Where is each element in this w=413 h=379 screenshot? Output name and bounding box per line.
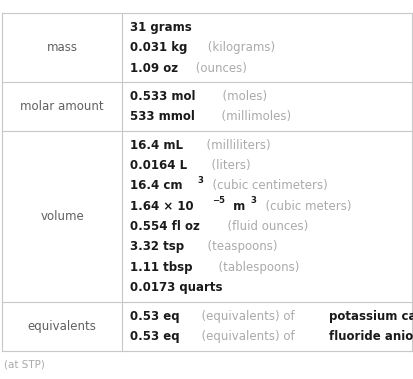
Text: 16.4 mL: 16.4 mL bbox=[130, 139, 183, 152]
Text: (kilograms): (kilograms) bbox=[204, 41, 275, 54]
Text: mass: mass bbox=[47, 41, 77, 54]
Text: 1.11 tbsp: 1.11 tbsp bbox=[130, 261, 192, 274]
Text: (millimoles): (millimoles) bbox=[214, 110, 290, 123]
Text: (cubic centimeters): (cubic centimeters) bbox=[205, 179, 328, 193]
Text: 0.53 eq: 0.53 eq bbox=[130, 310, 179, 323]
Text: 0.533 mol: 0.533 mol bbox=[130, 90, 195, 103]
Text: (ounces): (ounces) bbox=[192, 62, 247, 75]
Text: 0.0173 quarts: 0.0173 quarts bbox=[130, 281, 222, 294]
Text: molar amount: molar amount bbox=[20, 100, 104, 113]
Text: 533 mmol: 533 mmol bbox=[130, 110, 195, 123]
Text: 3: 3 bbox=[249, 196, 255, 205]
Text: (fluid ounces): (fluid ounces) bbox=[220, 220, 308, 233]
Text: 16.4 cm: 16.4 cm bbox=[130, 179, 182, 193]
Text: 0.0164 L: 0.0164 L bbox=[130, 159, 187, 172]
Text: 0.53 eq: 0.53 eq bbox=[130, 330, 179, 343]
Text: (equivalents) of: (equivalents) of bbox=[194, 330, 298, 343]
Text: (cubic meters): (cubic meters) bbox=[257, 200, 350, 213]
Text: 0.031 kg: 0.031 kg bbox=[130, 41, 187, 54]
Text: fluoride anion: fluoride anion bbox=[328, 330, 413, 343]
Text: −5: −5 bbox=[212, 196, 225, 205]
Text: 3.32 tsp: 3.32 tsp bbox=[130, 241, 184, 254]
Text: 31 grams: 31 grams bbox=[130, 21, 191, 34]
Text: 1.64 × 10: 1.64 × 10 bbox=[130, 200, 193, 213]
Text: (moles): (moles) bbox=[214, 90, 266, 103]
Text: (milliliters): (milliliters) bbox=[198, 139, 270, 152]
Text: 3: 3 bbox=[197, 176, 203, 185]
Text: potassium cation: potassium cation bbox=[328, 310, 413, 323]
Text: (tablespoons): (tablespoons) bbox=[210, 261, 299, 274]
Text: volume: volume bbox=[40, 210, 84, 223]
Text: (equivalents) of: (equivalents) of bbox=[194, 310, 298, 323]
Text: (liters): (liters) bbox=[203, 159, 250, 172]
Text: m: m bbox=[228, 200, 244, 213]
Text: (teaspoons): (teaspoons) bbox=[199, 241, 277, 254]
Text: equivalents: equivalents bbox=[28, 320, 96, 333]
Text: 1.09 oz: 1.09 oz bbox=[130, 62, 178, 75]
Text: 0.554 fl oz: 0.554 fl oz bbox=[130, 220, 199, 233]
Text: (at STP): (at STP) bbox=[4, 360, 45, 370]
